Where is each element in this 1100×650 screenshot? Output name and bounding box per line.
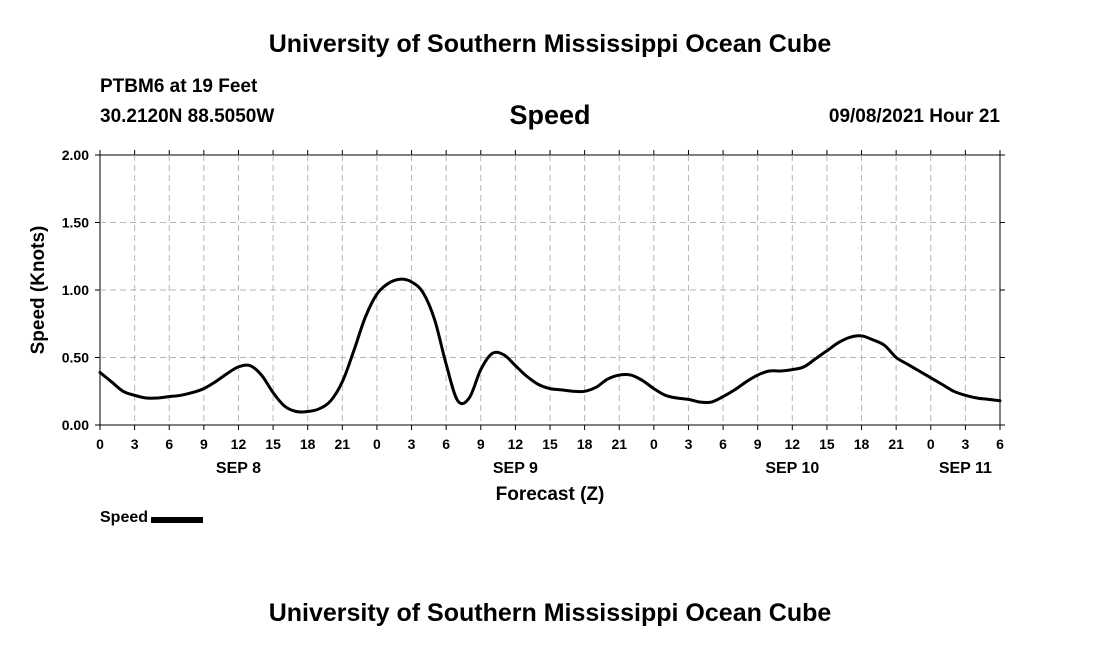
x-tick-label: 9	[200, 436, 208, 452]
x-tick-label: 21	[611, 436, 627, 452]
x-tick-label: 15	[819, 436, 835, 452]
x-tick-label: 0	[373, 436, 381, 452]
y-tick-label: 0.50	[62, 350, 89, 366]
axis-labels: 0.00 0.50 1.00 1.50 2.00 0 3 6 9 12 15 18 21 0 3 6 9 12 15…	[62, 147, 1004, 477]
x-tick-label: 0	[927, 436, 935, 452]
page-title: University of Southern Mississippi Ocean…	[268, 30, 832, 58]
legend: Speed	[100, 509, 204, 527]
x-tick-label: 9	[477, 436, 485, 452]
x-tick-label: 3	[685, 436, 693, 452]
series-layer	[98, 277, 1002, 414]
day-label: SEP 8	[216, 460, 261, 477]
x-tick-label: 21	[888, 436, 904, 452]
x-tick-label: 3	[131, 436, 139, 452]
x-tick-label: 6	[719, 436, 727, 452]
x-tick-label: 15	[542, 436, 558, 452]
day-label: SEP 9	[493, 460, 538, 477]
x-tick-label: 18	[854, 436, 870, 452]
day-label: SEP 11	[939, 460, 992, 477]
x-tick-label: 3	[961, 436, 969, 452]
y-tick-label: 2.00	[62, 147, 89, 163]
station-coordinates: 30.2120N 88.5050W	[100, 106, 275, 127]
series-line-speed	[98, 277, 1002, 414]
x-tick-label: 12	[231, 436, 247, 452]
x-tick-label: 15	[265, 436, 281, 452]
x-tick-label: 21	[335, 436, 351, 452]
speed-chart: 0.00 0.50 1.00 1.50 2.00 0 3 6 9 12 15 18 21 0 3 6 9 12 15…	[28, 147, 1005, 505]
x-tick-label: 9	[754, 436, 762, 452]
x-tick-label: 6	[996, 436, 1004, 452]
day-label: SEP 10	[765, 460, 819, 477]
x-tick-label: 18	[577, 436, 593, 452]
x-axis-title: Forecast (Z)	[496, 484, 605, 505]
x-tick-label: 0	[96, 436, 104, 452]
legend-label: Speed	[100, 509, 149, 526]
axis-ticks	[95, 150, 1005, 430]
station-label: PTBM6 at 19 Feet	[100, 76, 258, 97]
grid	[100, 155, 1000, 425]
x-tick-label: 0	[650, 436, 658, 452]
y-axis-title: Speed (Knots)	[28, 226, 49, 355]
x-tick-label: 12	[508, 436, 524, 452]
x-tick-label: 3	[408, 436, 416, 452]
y-tick-label: 0.00	[62, 417, 89, 433]
y-tick-label: 1.50	[62, 215, 89, 231]
x-tick-label: 6	[165, 436, 173, 452]
x-tick-label: 18	[300, 436, 316, 452]
footer-title: University of Southern Mississippi Ocean…	[268, 599, 832, 627]
forecast-timestamp: 09/08/2021 Hour 21	[828, 106, 1000, 127]
x-tick-label: 6	[442, 436, 450, 452]
chart-title: Speed	[509, 100, 591, 130]
x-tick-label: 12	[785, 436, 801, 452]
legend-swatch	[151, 517, 204, 523]
y-tick-label: 1.00	[62, 282, 89, 298]
